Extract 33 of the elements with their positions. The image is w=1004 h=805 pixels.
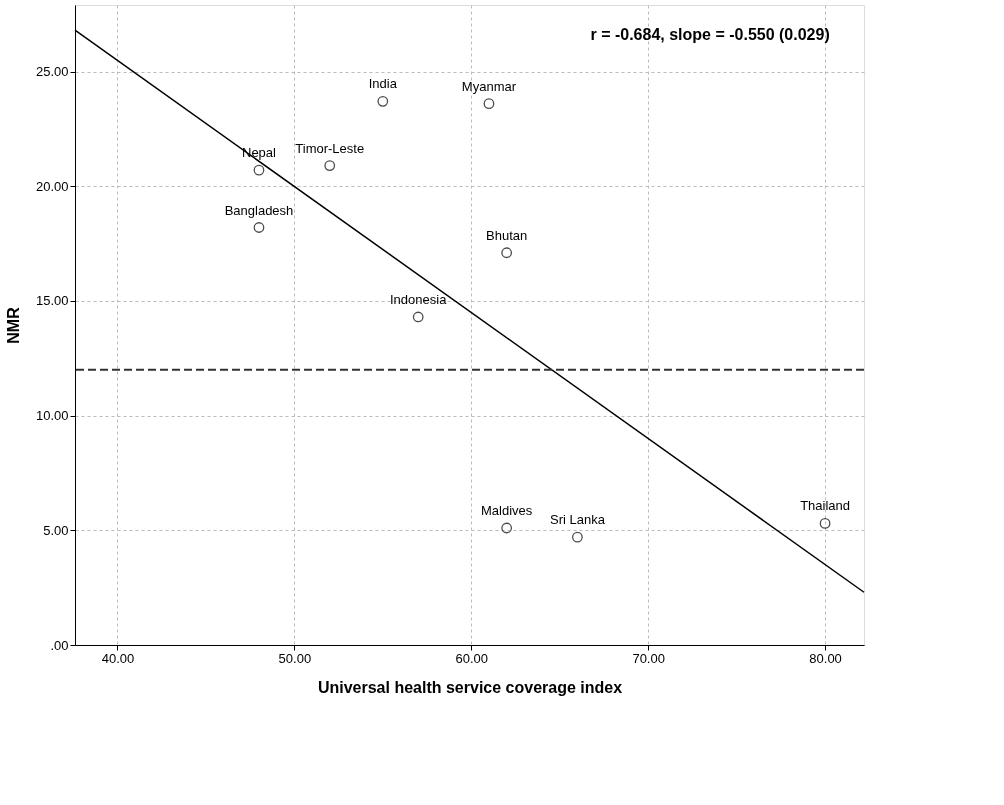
data-label: Maldives	[481, 503, 533, 519]
y-tick-label: .00	[50, 637, 69, 653]
y-tick-label: 5.00	[43, 522, 69, 538]
point	[501, 522, 513, 534]
data-label: Indonesia	[390, 291, 448, 307]
annotation: r = -0.684, slope = -0.550 (0.029)	[590, 26, 830, 43]
point	[483, 98, 495, 110]
point	[253, 164, 265, 176]
point	[819, 518, 831, 529]
x-axis-title: Universal health service coverage index	[317, 678, 623, 696]
data-label: Thailand	[800, 498, 851, 514]
x-tick-label: 70.00	[632, 650, 665, 666]
x-tick-label: 50.00	[278, 650, 312, 666]
data-label: Timor-Leste	[295, 140, 365, 156]
point	[412, 311, 424, 323]
data-label: Bangladesh	[224, 202, 294, 218]
y-axis-title: NMR	[4, 306, 22, 344]
data-label: India	[368, 76, 398, 92]
point	[501, 247, 513, 259]
y-tick-label: 15.00	[35, 293, 69, 309]
y-tick-label: 10.00	[35, 408, 69, 424]
x-tick-label: 80.00	[809, 650, 842, 666]
y-tick-label: 20.00	[35, 178, 69, 194]
point	[377, 95, 389, 107]
point	[253, 222, 265, 233]
point	[572, 531, 583, 543]
x-tick-label: 40.00	[101, 650, 135, 666]
x-tick-label: 60.00	[455, 650, 489, 666]
data-label: Bhutan	[486, 227, 528, 243]
point	[324, 160, 336, 171]
data-label: Myanmar	[461, 78, 517, 94]
data-label: Sri Lanka	[549, 512, 606, 528]
y-tick-label: 25.00	[35, 64, 69, 80]
